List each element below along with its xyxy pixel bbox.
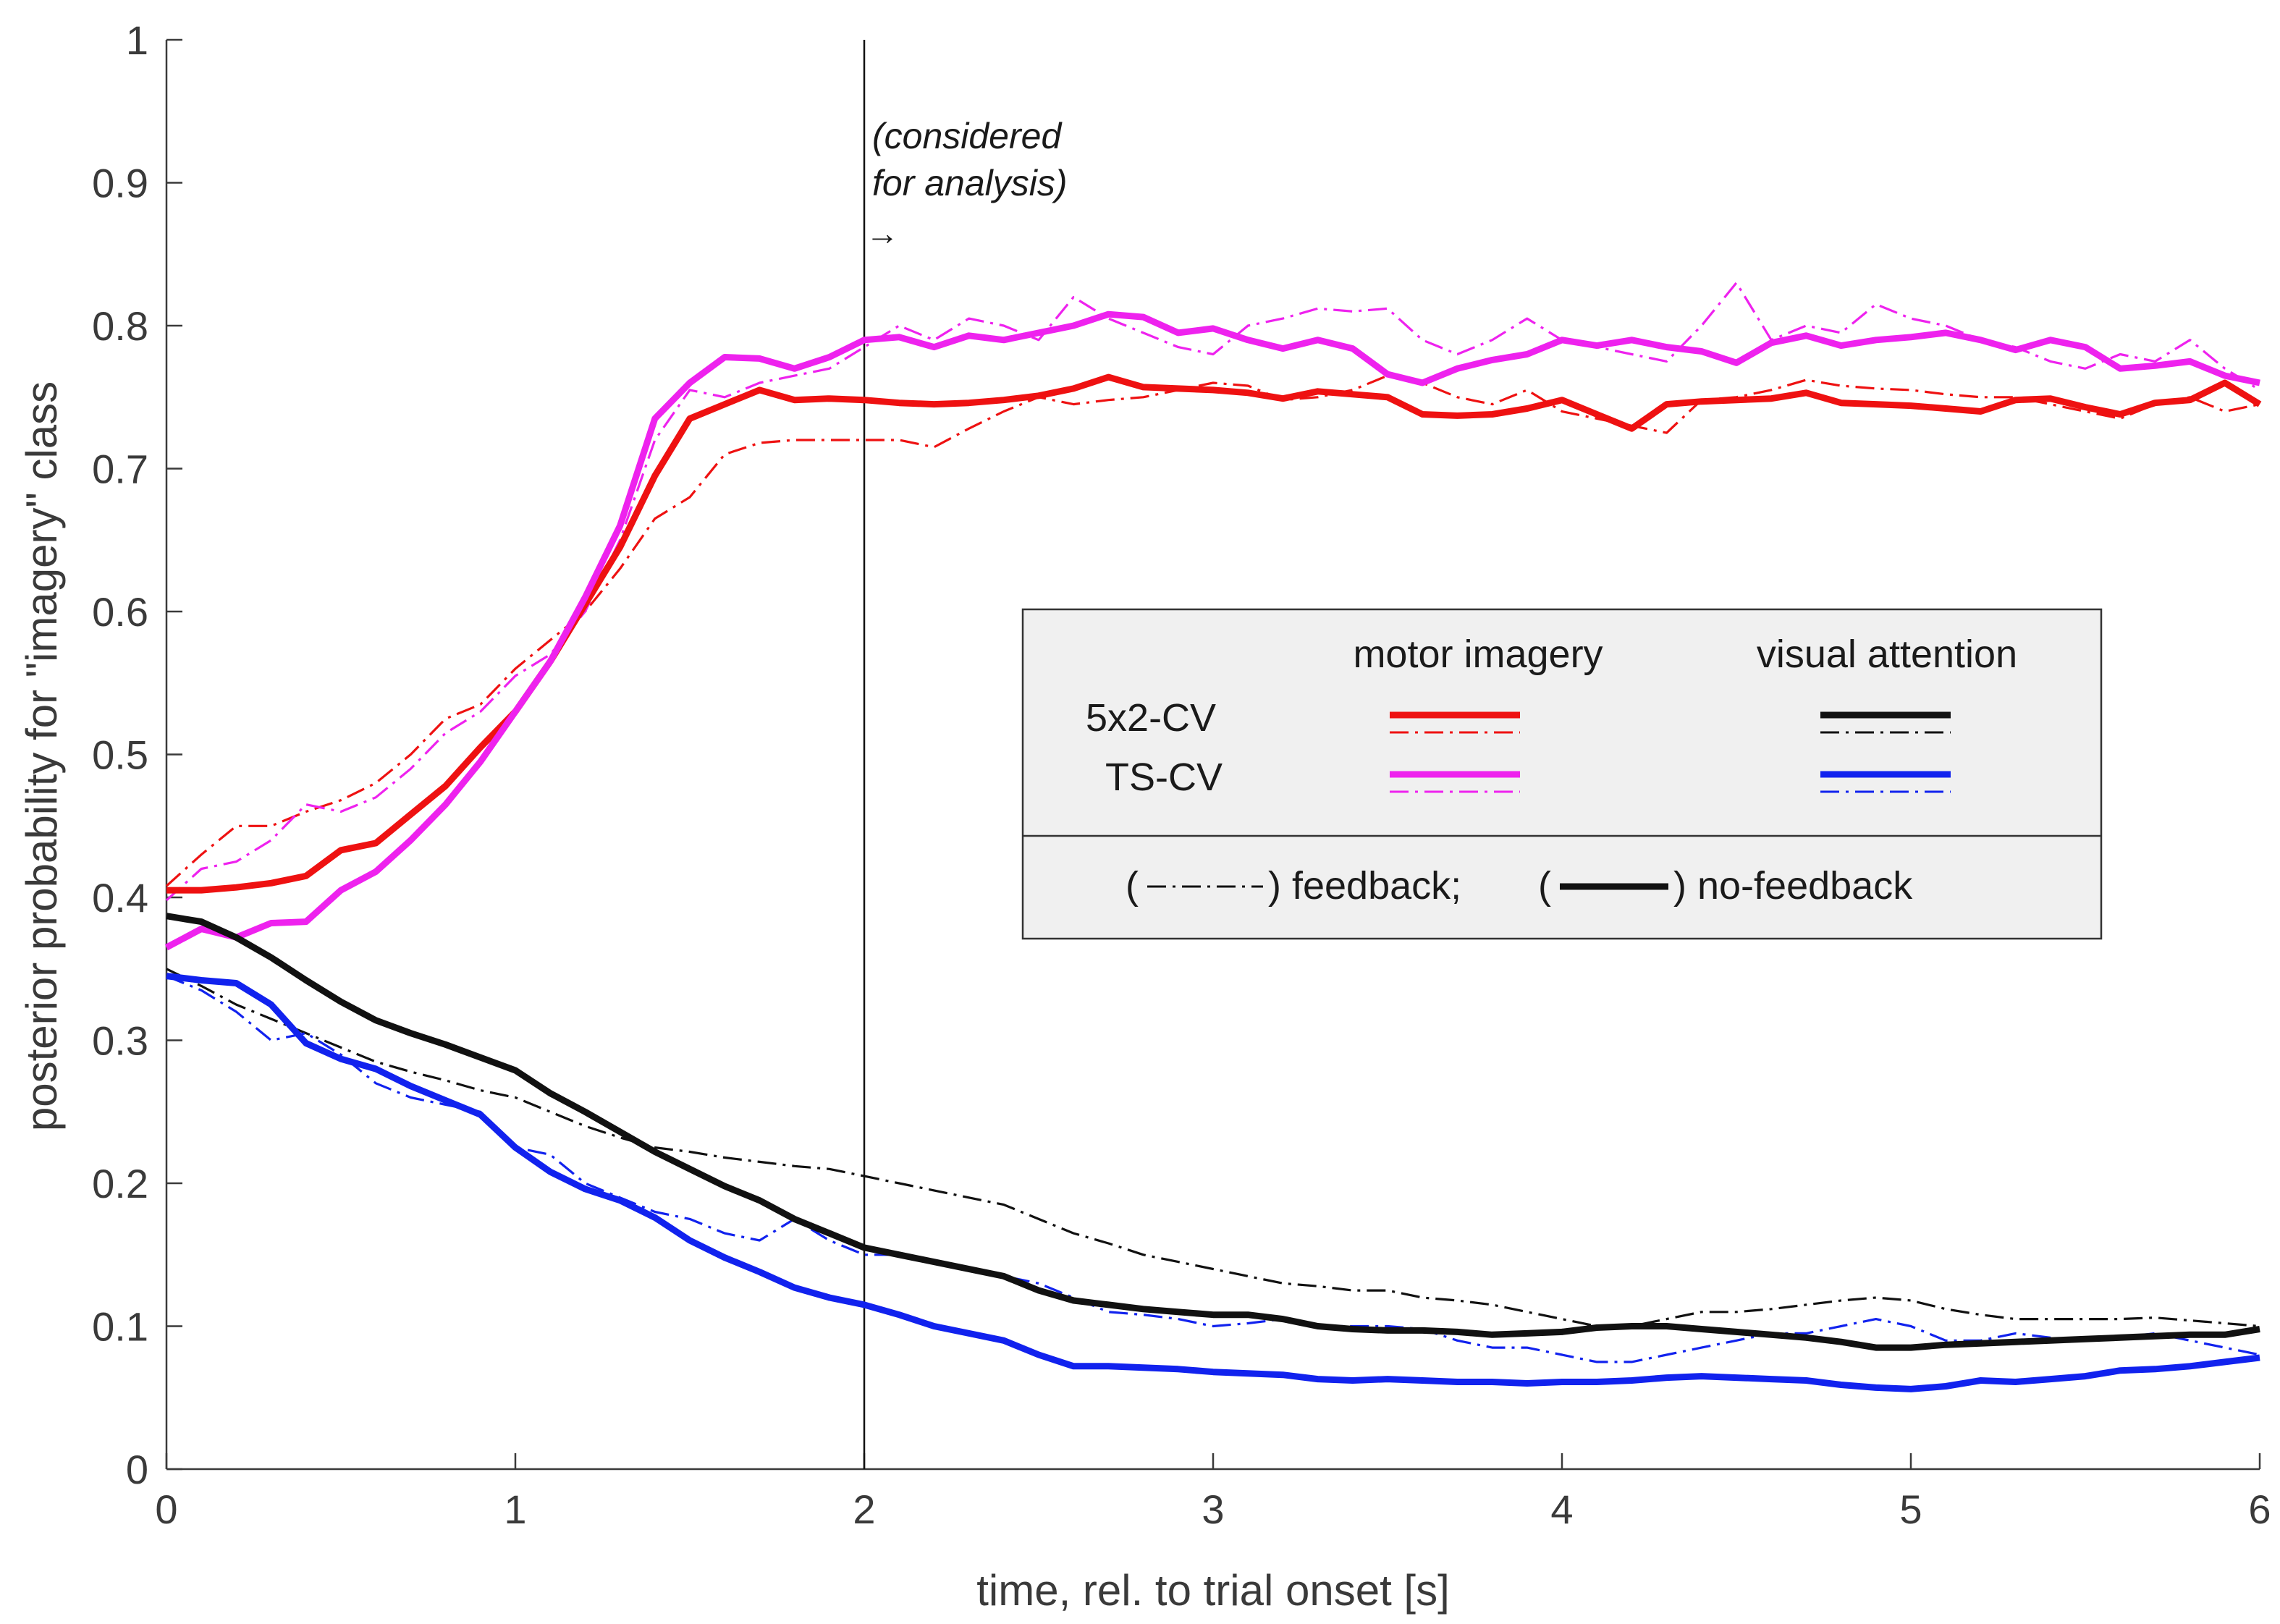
y-tick-label: 1	[126, 17, 148, 63]
y-tick-label: 0	[126, 1447, 148, 1492]
x-ticks: 0 1 2 3 4 5 6	[155, 1453, 2271, 1532]
series-motor-imagery-ts-cv-no-feedback	[164, 310, 2260, 951]
y-tick-label: 0.9	[92, 161, 148, 206]
series-visual-attention-ts-cv-feedback	[166, 975, 2260, 1363]
y-tick-label: 0.2	[92, 1161, 148, 1206]
y-tick-label: 0.4	[92, 875, 148, 921]
legend-feedback-label: ) feedback;	[1268, 864, 1461, 908]
x-axis-label: time, rel. to trial onset [s]	[976, 1566, 1450, 1615]
legend-header-motor-imagery: motor imagery	[1353, 633, 1603, 676]
legend-header-visual-attention: visual attention	[1757, 633, 2017, 676]
series-motor-imagery-5x2-cv-feedback	[165, 374, 2260, 887]
x-tick-label: 2	[853, 1486, 875, 1532]
y-tick-label: 0.8	[92, 303, 148, 349]
series-layer	[164, 282, 2262, 1392]
legend-nofeedback-label: ) no-feedback	[1673, 864, 1913, 908]
legend-nofeedback-open: (	[1538, 864, 1551, 908]
y-tick-label: 0.6	[92, 589, 148, 635]
annotation-line2: for analysis)	[872, 163, 1068, 203]
x-tick-label: 4	[1550, 1486, 1573, 1532]
y-tick-label: 0.1	[92, 1304, 148, 1350]
legend-row-5x2cv: 5x2-CV	[1086, 696, 1216, 740]
legend-row-tscv: TS-CV	[1105, 756, 1223, 799]
legend: motor imagery visual attention 5x2-CV TS…	[1021, 608, 2103, 940]
series-visual-attention-ts-cv-no-feedback	[166, 973, 2260, 1392]
annotation-line1: (considered	[872, 116, 1063, 156]
x-tick-label: 1	[504, 1486, 526, 1532]
series-motor-imagery-ts-cv-feedback	[165, 282, 2260, 902]
series-visual-attention-5x2-cv-feedback	[166, 968, 2260, 1328]
annotation-arrow: →	[866, 214, 899, 252]
y-ticks: 0 0.1 0.2 0.3 0.4 0.5 0.6 0.7 0.8 0.9 1	[92, 17, 182, 1492]
x-tick-label: 6	[2248, 1486, 2271, 1532]
x-tick-label: 0	[155, 1486, 177, 1532]
y-axis-label: posterior probability for "imagery" clas…	[17, 381, 66, 1131]
series-visual-attention-5x2-cv-no-feedback	[166, 913, 2260, 1351]
legend-feedback-open: (	[1126, 864, 1139, 908]
legend-swatches	[1390, 711, 1951, 793]
x-tick-label: 5	[1899, 1486, 1922, 1532]
y-tick-label: 0.5	[92, 732, 148, 778]
y-tick-label: 0.7	[92, 447, 148, 492]
x-tick-label: 3	[1202, 1486, 1224, 1532]
y-tick-label: 0.3	[92, 1018, 148, 1064]
